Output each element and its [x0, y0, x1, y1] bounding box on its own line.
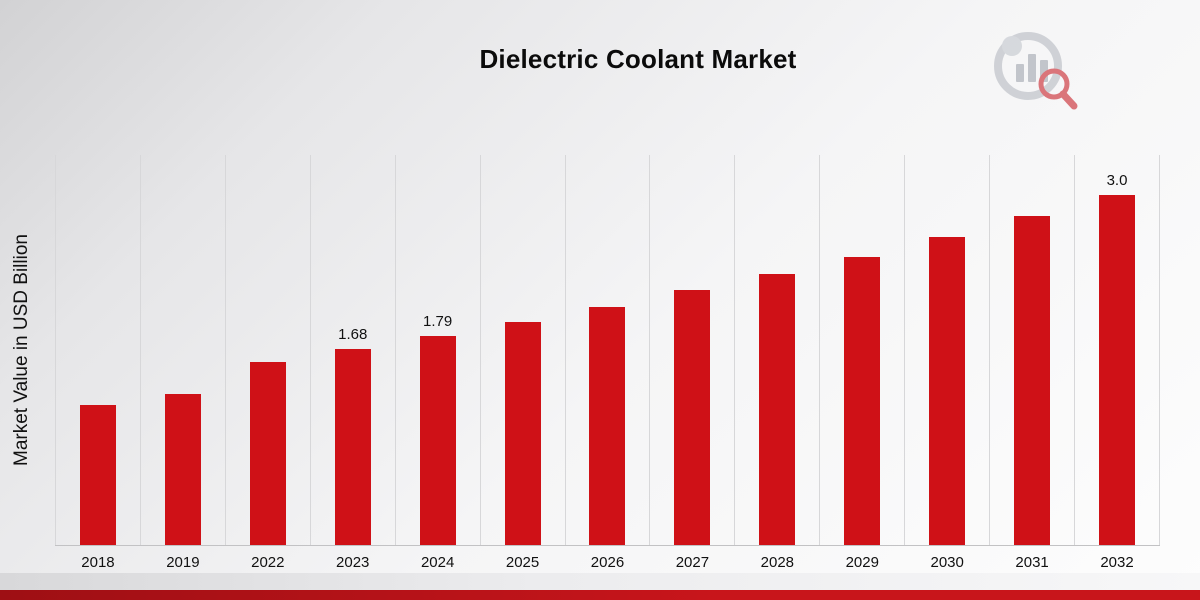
bar-2030: [929, 236, 966, 545]
category-column-2023: 1.68 2023: [309, 155, 395, 571]
category-column-2025: 2025: [479, 155, 565, 571]
category-column-2024: 1.79 2024: [394, 155, 480, 571]
bar-value-label: 1.68: [338, 325, 368, 343]
bar-2032: [1099, 194, 1136, 545]
chart-title: Dielectric Coolant Market: [479, 44, 797, 74]
x-axis-tick-label: 2032: [1100, 554, 1134, 571]
x-axis-tick-label: 2026: [590, 554, 625, 571]
bar-2022: [249, 361, 286, 545]
x-axis-tick-label: 2030: [930, 554, 964, 571]
footer-gradient-band: [0, 573, 1200, 590]
category-column-2018: 2018: [55, 155, 140, 571]
bar-2026: [589, 306, 626, 545]
category-column-2019: 2019: [139, 155, 225, 571]
bar-2031: [1014, 215, 1051, 545]
category-column-2032: 3.0 2032: [1074, 155, 1160, 571]
x-axis-tick-label: 2031: [1015, 554, 1049, 571]
brand-logo-icon: [988, 24, 1088, 121]
bar-2024: [419, 336, 456, 545]
x-axis-tick-label: 2025: [505, 554, 540, 571]
bar-2018: [79, 404, 116, 545]
category-column-2030: 2030: [904, 155, 989, 571]
x-axis-tick-label: 2027: [675, 554, 710, 571]
x-axis-tick-label: 2028: [760, 554, 795, 571]
category-column-2027: 2027: [649, 155, 734, 571]
bar-value-label: 1.79: [423, 313, 453, 330]
category-column-2031: 2031: [989, 155, 1074, 571]
x-axis-tick-label: 2023: [336, 554, 370, 571]
bar-2025: [504, 322, 541, 545]
category-column-2029: 2029: [819, 155, 904, 571]
bar-2019: [164, 394, 201, 545]
category-column-2022: 2022: [224, 155, 310, 571]
x-axis-tick-label: 2029: [845, 554, 879, 571]
category-column-2028: 2028: [734, 155, 819, 571]
y-axis-title: Market Value in USD Billion: [11, 234, 32, 466]
bar-value-label: 3.0: [1106, 171, 1128, 189]
x-axis-tick-label: 2024: [420, 554, 455, 571]
bar-2029: [844, 256, 881, 545]
bar-2028: [759, 274, 796, 545]
footer-red-band: [0, 590, 1200, 600]
plot-area: 2018 2019 2022 1.68 2023 1.79 2024 2025 2026 2027…: [55, 155, 1160, 571]
x-axis-tick-label: 2019: [166, 554, 200, 571]
x-axis-tick-label: 2022: [251, 554, 285, 571]
bar-2023: [334, 348, 371, 545]
category-column-2026: 2026: [564, 155, 650, 571]
x-axis-tick-label: 2018: [81, 554, 115, 571]
bar-2027: [674, 290, 711, 545]
